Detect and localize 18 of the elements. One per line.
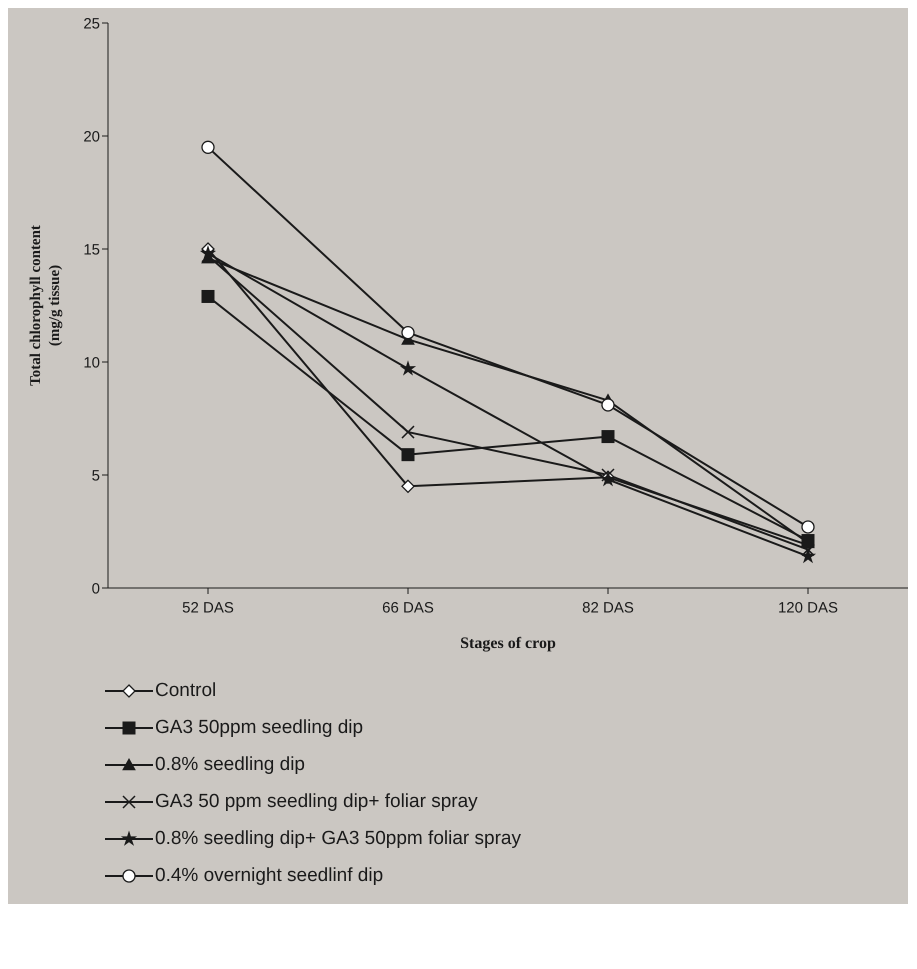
y-axis-title: Total chlorophyll content (mg/g tissue) — [28, 225, 63, 386]
legend-label: 0.8% seedling dip — [155, 754, 305, 776]
x-axis-title: Stages of crop — [460, 635, 556, 652]
y-tick-label: 15 — [83, 241, 100, 258]
y-tick-label: 0 — [92, 580, 100, 598]
x-tick-label: 82 DAS — [582, 600, 634, 617]
x-tick-label: 66 DAS — [382, 600, 434, 617]
x-tick-label: 52 DAS — [182, 600, 234, 617]
y-tick-label: 10 — [83, 354, 100, 372]
y-tick-label: 5 — [92, 467, 100, 484]
legend-label: GA3 50 ppm seedling dip+ foliar spray — [155, 790, 478, 812]
y-tick-label: 25 — [83, 15, 100, 32]
legend-label: 0.4% overnight seedlinf dip — [155, 864, 384, 886]
legend-label: GA3 50ppm seedling dip — [155, 716, 364, 738]
y-tick-label: 20 — [83, 128, 100, 146]
legend-label: Control — [155, 680, 216, 702]
x-tick-label: 120 DAS — [778, 600, 838, 617]
legend-label: 0.8% seedling dip+ GA3 50ppm foliar spray — [155, 828, 521, 850]
